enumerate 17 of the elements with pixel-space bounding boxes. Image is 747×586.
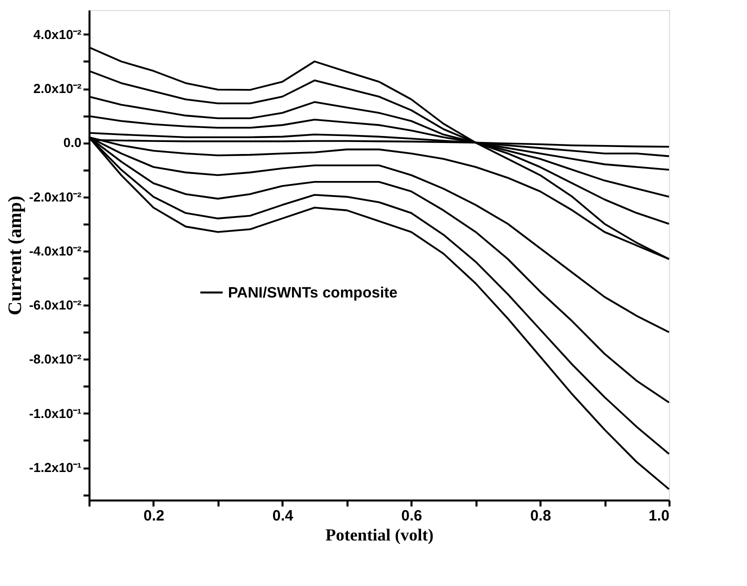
x-tick-label: 0.8 [530, 508, 552, 524]
x-tick-label: 1.0 [648, 508, 670, 524]
y-tick-label: -6.0x10⁻² [29, 298, 82, 313]
y-tick-label: 2.0x10⁻² [33, 81, 82, 96]
y-tick-label: 0.0 [63, 135, 82, 150]
y-tick-label: -2.0x10⁻² [29, 189, 82, 204]
y-tick-label: -8.0x10⁻² [29, 352, 82, 367]
x-tick-label: 0.6 [401, 508, 422, 524]
y-tick-label: 4.0x10⁻² [33, 26, 82, 42]
x-tick-label: 0.4 [272, 508, 294, 524]
y-axis-title: Current (amp) [5, 196, 26, 316]
y-tick-label: -1.2x10⁻¹ [29, 460, 82, 476]
x-tick-label: 0.2 [144, 508, 164, 524]
x-axis-title: Potential (volt) [325, 526, 434, 544]
y-tick-label: -4.0x10⁻² [29, 243, 82, 258]
legend-label: PANI/SWNTs composite [228, 284, 398, 302]
y-tick-label: -1.0x10⁻¹ [29, 406, 82, 421]
